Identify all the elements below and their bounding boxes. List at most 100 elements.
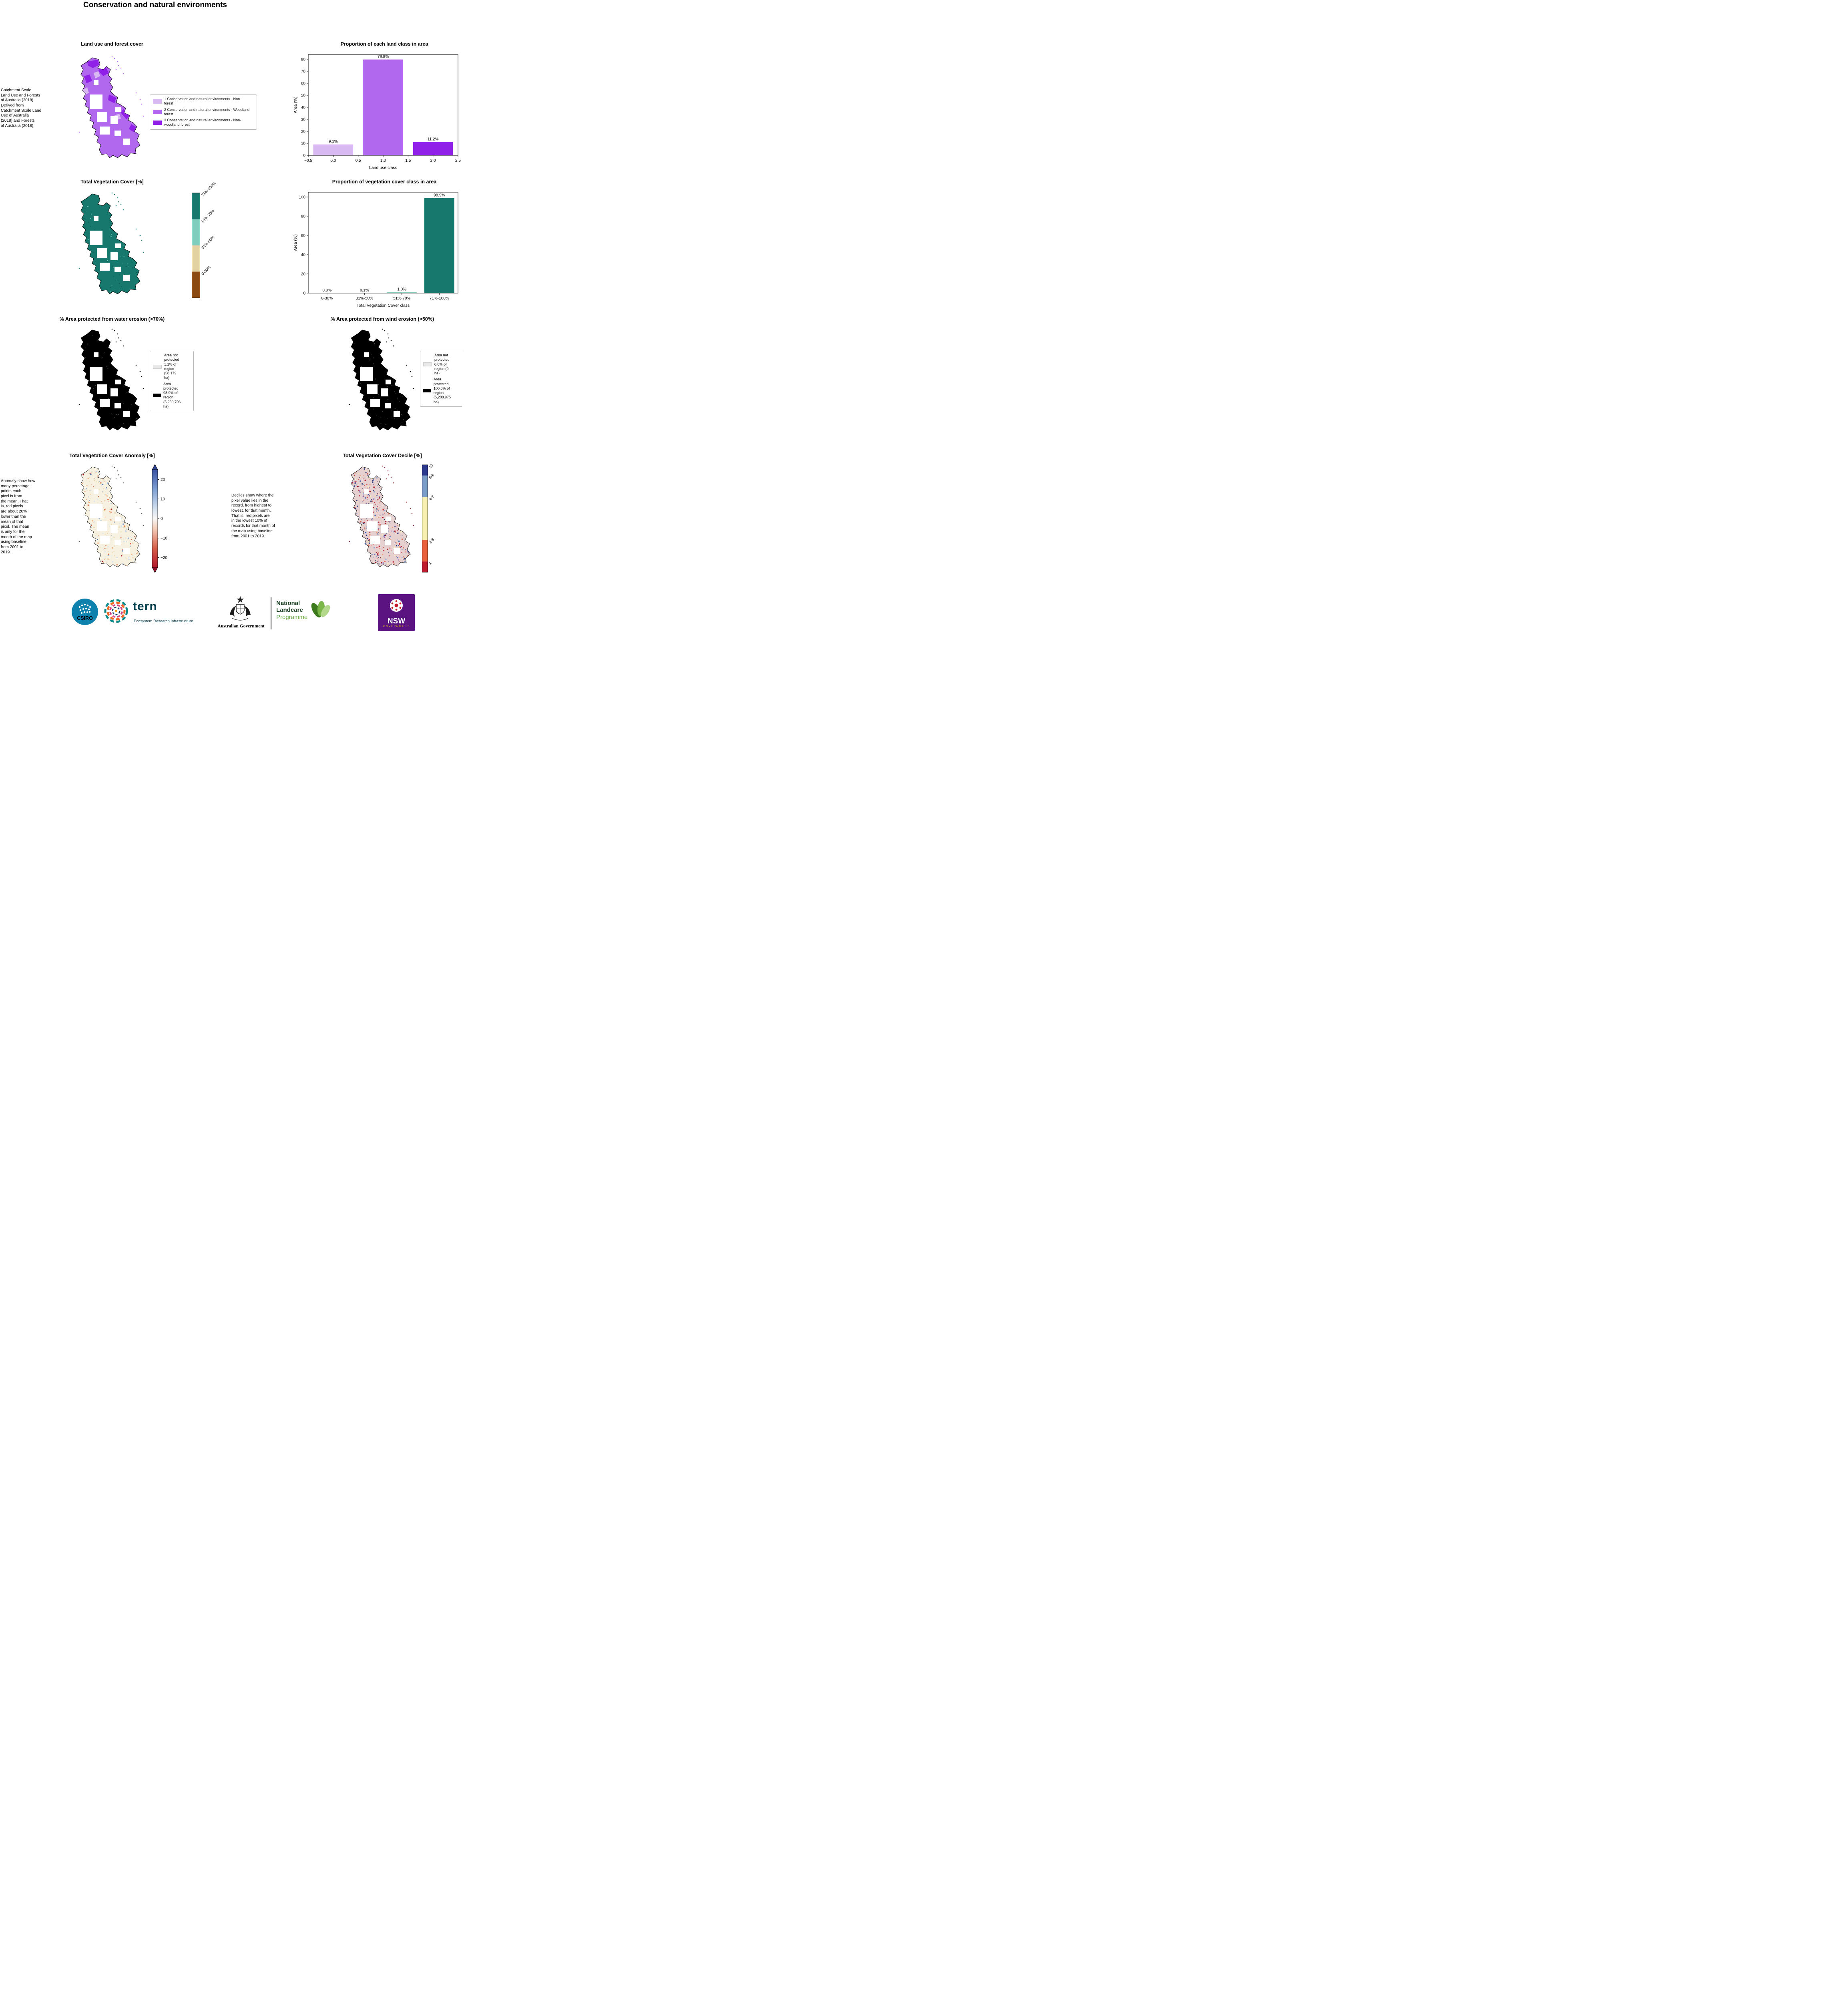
coastal-speck [118,337,119,339]
texture-dot [84,218,85,219]
texture-dot [353,521,355,523]
texture-dot [82,535,83,537]
texture-dot [397,410,398,411]
map-hole [114,267,121,272]
texture-dot [360,556,362,558]
texture-dot [353,476,354,477]
texture-dot [97,247,98,248]
texture-dot [372,430,373,431]
texture-dot [351,514,352,515]
texture-dot [401,507,403,508]
texture-dot [380,423,382,424]
texture-dot [390,470,391,471]
map-hole [94,216,98,221]
bar [387,292,417,293]
texture-dot [135,496,137,497]
texture-dot [350,553,351,555]
texture-dot [383,550,385,551]
texture-dot [128,511,130,512]
map-hole [100,127,110,135]
legend-swatch [423,389,431,392]
texture-dot [105,494,106,496]
texture-dot [131,501,132,502]
texture-dot [382,411,383,412]
texture-dot [117,468,119,470]
texture-dot [99,538,100,539]
texture-dot [398,478,399,480]
texture-dot [80,538,81,539]
texture-dot [93,500,95,502]
land-class-patch [121,109,130,119]
texture-dot [100,475,101,477]
texture-dot [372,554,373,555]
texture-dot [81,362,82,363]
colorbar-tick-label: −10 [161,536,167,541]
texture-dot [392,515,394,517]
texture-dot [125,500,126,502]
texture-dot [91,213,92,215]
texture-dot [87,293,88,294]
texture-dot [129,471,131,472]
texture-dot [127,263,129,264]
texture-dot [403,511,405,512]
texture-dot [357,543,358,545]
coastal-speck [387,333,389,335]
texture-dot [377,499,379,500]
y-tick-label: 50 [301,94,306,98]
texture-dot [390,486,391,488]
texture-dot [115,290,117,292]
coastal-speck [135,364,137,366]
texture-dot [383,478,385,480]
map-hole [100,263,110,271]
texture-dot [137,514,139,516]
coastal-speck [114,467,115,468]
texture-dot [93,562,95,564]
coastal-speck [115,205,117,207]
texture-dot [380,539,381,541]
texture-dot [119,274,120,275]
texture-dot [98,470,100,472]
texture-dot [362,483,363,485]
texture-dot [115,490,116,491]
texture-dot [353,550,355,551]
texture-dot [135,508,137,510]
texture-dot [394,542,396,543]
texture-dot [82,551,84,552]
texture-dot [131,490,133,492]
texture-dot [396,542,397,544]
texture-dot [104,557,106,559]
texture-dot [352,540,354,541]
texture-dot [111,232,112,234]
y-tick-label: 80 [301,58,306,62]
decile-colorbar: 10 8-9 4-7 2-3 1 [422,463,435,573]
coastal-speck [388,474,390,476]
texture-dot [81,492,82,493]
texture-dot [139,503,140,504]
texture-dot [137,556,139,558]
texture-dot [367,538,368,539]
texture-dot [407,486,409,488]
x-tick-label: 1.0 [380,159,386,163]
texture-dot [392,473,394,474]
texture-dot [132,563,133,565]
texture-dot [101,198,103,199]
texture-dot [82,482,83,484]
texture-dot [93,486,94,487]
texture-dot [386,494,387,495]
texture-dot [378,394,379,395]
texture-dot [373,511,374,513]
texture-dot [376,495,378,496]
texture-dot [384,482,386,483]
texture-dot [400,531,402,533]
texture-dot [405,490,407,492]
texture-dot [123,521,124,522]
texture-dot [102,468,104,470]
texture-dot [392,509,393,511]
texture-dot [131,539,132,540]
texture-dot [367,563,369,565]
texture-dot [400,477,401,478]
texture-dot [363,523,365,524]
texture-dot [354,507,356,508]
texture-dot [120,537,122,539]
texture-dot [85,564,87,565]
